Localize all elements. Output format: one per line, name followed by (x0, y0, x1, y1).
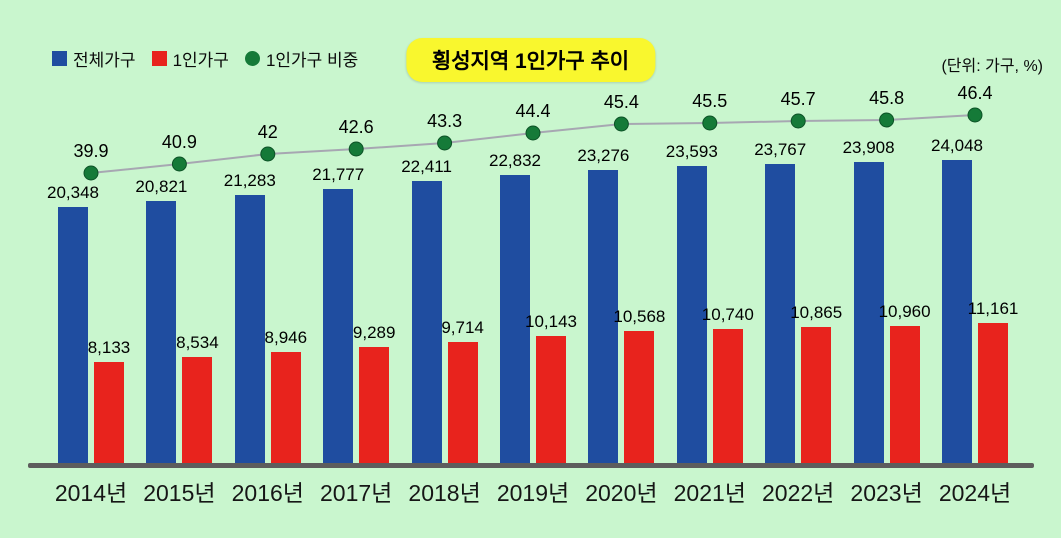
bar-label-single: 10,568 (613, 307, 666, 326)
bar-single-households (359, 347, 390, 465)
ratio-label: 39.9 (73, 141, 109, 161)
bar-label-single: 11,161 (967, 299, 1019, 318)
bar-label-total: 23,767 (754, 140, 807, 159)
bar-total-households (58, 207, 88, 465)
ratio-label: 43.3 (427, 111, 463, 131)
legend-swatch-total-icon (52, 51, 67, 66)
ratio-label: 45.4 (603, 92, 639, 112)
unit-label: (단위: 가구, %) (941, 58, 1043, 75)
ratio-point-icon (171, 156, 187, 172)
bar-label-total: 20,348 (47, 183, 99, 202)
bar-label-total: 20,821 (135, 177, 188, 196)
bar-label-total: 22,832 (489, 151, 541, 170)
legend-label-single: 1인가구 (172, 51, 229, 70)
ratio-point-icon (260, 146, 276, 162)
legend-swatch-ratio-icon (244, 51, 260, 66)
ratio-line (90, 114, 976, 174)
bar-total-households (323, 189, 354, 465)
bar-label-total: 22,411 (401, 157, 452, 176)
ratio-point-icon (525, 125, 541, 141)
bar-label-single: 8,946 (264, 328, 308, 347)
bar-label-total: 23,276 (577, 146, 630, 165)
ratio-label: 40.9 (161, 132, 197, 152)
bar-label-single: 10,865 (790, 303, 843, 322)
bar-single-households (536, 336, 566, 465)
bar-single-households (94, 362, 124, 465)
bar-single-households (978, 323, 1008, 465)
bar-label-single: 10,960 (878, 302, 931, 321)
ratio-label: 45.7 (780, 89, 816, 109)
legend-label-total: 전체가구 (73, 51, 136, 70)
ratio-label: 44.4 (515, 101, 551, 121)
ratio-label: 45.5 (692, 91, 728, 111)
bar-total-households (146, 201, 177, 465)
bar-single-households (889, 326, 920, 465)
bar-label-single: 9,289 (352, 323, 396, 342)
bar-label-total: 21,283 (223, 171, 276, 190)
bar-total-households (853, 162, 884, 465)
bar-total-households (765, 164, 796, 465)
bar-total-households (588, 170, 619, 465)
bar-single-households (182, 357, 213, 465)
x-axis-label: 2017년 (320, 480, 393, 506)
ratio-point-icon (348, 141, 364, 157)
ratio-point-icon (879, 112, 895, 128)
bar-total-households (234, 195, 265, 465)
bar-single-households (270, 352, 301, 465)
bar-label-single: 9,714 (441, 318, 484, 337)
bar-label-single: 8,133 (87, 338, 131, 357)
x-axis-label: 2021년 (673, 480, 746, 506)
ratio-label: 45.8 (869, 88, 905, 108)
bar-total-households (676, 166, 707, 465)
x-axis-label: 2018년 (408, 480, 481, 506)
ratio-point-icon (967, 107, 983, 123)
ratio-point-icon (437, 135, 453, 151)
x-axis-label: 2022년 (762, 480, 835, 506)
legend-item-ratio: 1인가구 비중 (244, 46, 359, 71)
ratio-label: 42.6 (338, 117, 374, 137)
ratio-point-icon (790, 113, 806, 129)
bar-label-total: 21,777 (312, 165, 365, 184)
x-axis-label: 2020년 (585, 480, 658, 506)
x-axis-label: 2016년 (231, 480, 304, 506)
bar-label-single: 10,740 (701, 305, 754, 324)
bar-total-households (411, 181, 442, 465)
legend: 전체가구 1인가구 1인가구 비중 (52, 46, 358, 71)
bar-total-households (942, 160, 972, 465)
bar-label-total: 24,048 (931, 136, 983, 155)
bar-label-single: 10,143 (525, 312, 577, 331)
x-axis-label: 2015년 (143, 480, 216, 506)
ratio-point-icon (613, 116, 629, 132)
bar-single-households (447, 342, 478, 465)
legend-item-single-households: 1인가구 (151, 46, 229, 71)
x-axis-label: 2024년 (938, 480, 1012, 506)
chart-title: 횡성지역 1인가구 추이 (405, 38, 656, 82)
bar-single-households (801, 327, 832, 465)
bar-label-total: 23,908 (842, 138, 895, 157)
ratio-point-icon (83, 165, 99, 181)
x-axis-label: 2019년 (496, 480, 570, 506)
bar-total-households (500, 175, 530, 465)
ratio-label: 42 (257, 122, 278, 142)
legend-swatch-single-icon (151, 51, 167, 66)
ratio-point-icon (702, 115, 718, 131)
x-axis-label: 2014년 (54, 480, 128, 506)
bar-single-households (624, 331, 655, 465)
x-axis-label: 2023년 (850, 480, 923, 506)
bar-label-single: 8,534 (176, 333, 219, 352)
legend-item-total-households: 전체가구 (52, 46, 136, 71)
legend-label-ratio: 1인가구 비중 (265, 51, 359, 70)
bar-single-households (712, 329, 743, 465)
x-axis-line (28, 463, 1034, 468)
ratio-label: 46.4 (957, 83, 993, 103)
bar-label-total: 23,593 (665, 142, 718, 161)
